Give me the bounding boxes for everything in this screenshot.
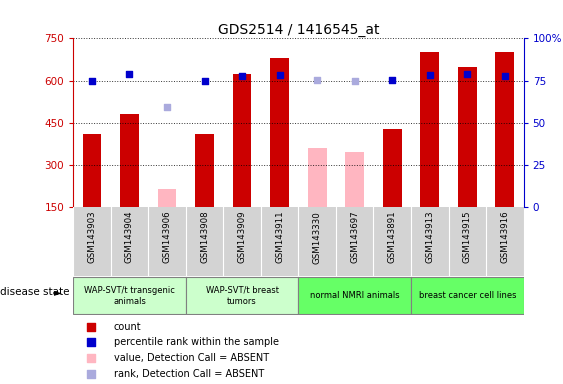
Text: WAP-SVT/t breast
tumors: WAP-SVT/t breast tumors: [205, 286, 279, 306]
Text: GSM143891: GSM143891: [388, 211, 397, 263]
Text: value, Detection Call = ABSENT: value, Detection Call = ABSENT: [114, 353, 269, 363]
Bar: [421, 53, 439, 207]
Bar: [458, 66, 477, 207]
Text: GSM143906: GSM143906: [163, 211, 172, 263]
Title: GDS2514 / 1416545_at: GDS2514 / 1416545_at: [218, 23, 379, 37]
Point: [463, 71, 472, 77]
Text: GSM143915: GSM143915: [463, 211, 472, 263]
Text: GSM143330: GSM143330: [312, 211, 321, 263]
Point: [87, 355, 96, 361]
FancyBboxPatch shape: [73, 277, 186, 314]
FancyBboxPatch shape: [298, 277, 411, 314]
FancyBboxPatch shape: [411, 277, 524, 314]
Text: GSM143913: GSM143913: [425, 211, 434, 263]
Point: [163, 104, 172, 111]
Point: [200, 78, 209, 84]
Text: rank, Detection Call = ABSENT: rank, Detection Call = ABSENT: [114, 369, 264, 379]
FancyBboxPatch shape: [186, 277, 298, 314]
Point: [87, 78, 96, 84]
Point: [275, 72, 284, 78]
Text: percentile rank within the sample: percentile rank within the sample: [114, 337, 279, 347]
Point: [501, 73, 510, 79]
Point: [87, 339, 96, 345]
Text: count: count: [114, 322, 141, 332]
Text: GSM143903: GSM143903: [87, 211, 96, 263]
Bar: [308, 148, 327, 207]
Text: GSM143908: GSM143908: [200, 211, 209, 263]
Text: disease state: disease state: [0, 287, 69, 297]
Bar: [120, 114, 139, 207]
Text: GSM143916: GSM143916: [501, 211, 510, 263]
Point: [238, 73, 247, 79]
Text: GSM143909: GSM143909: [238, 211, 247, 263]
Bar: [270, 58, 289, 207]
Point: [312, 77, 321, 83]
Point: [87, 371, 96, 377]
Bar: [383, 129, 401, 207]
Point: [350, 78, 359, 84]
Bar: [495, 53, 514, 207]
Bar: [158, 189, 176, 207]
Text: GSM143911: GSM143911: [275, 211, 284, 263]
Text: GSM143697: GSM143697: [350, 211, 359, 263]
Text: ►: ►: [53, 287, 61, 297]
Bar: [83, 134, 101, 207]
Point: [425, 72, 434, 78]
Point: [388, 77, 397, 83]
Text: GSM143904: GSM143904: [125, 211, 134, 263]
Bar: [345, 152, 364, 207]
Point: [87, 324, 96, 330]
Text: breast cancer cell lines: breast cancer cell lines: [418, 291, 516, 300]
Bar: [195, 134, 214, 207]
Text: normal NMRI animals: normal NMRI animals: [310, 291, 400, 300]
Bar: [233, 74, 252, 207]
Text: WAP-SVT/t transgenic
animals: WAP-SVT/t transgenic animals: [84, 286, 175, 306]
Point: [125, 71, 134, 77]
